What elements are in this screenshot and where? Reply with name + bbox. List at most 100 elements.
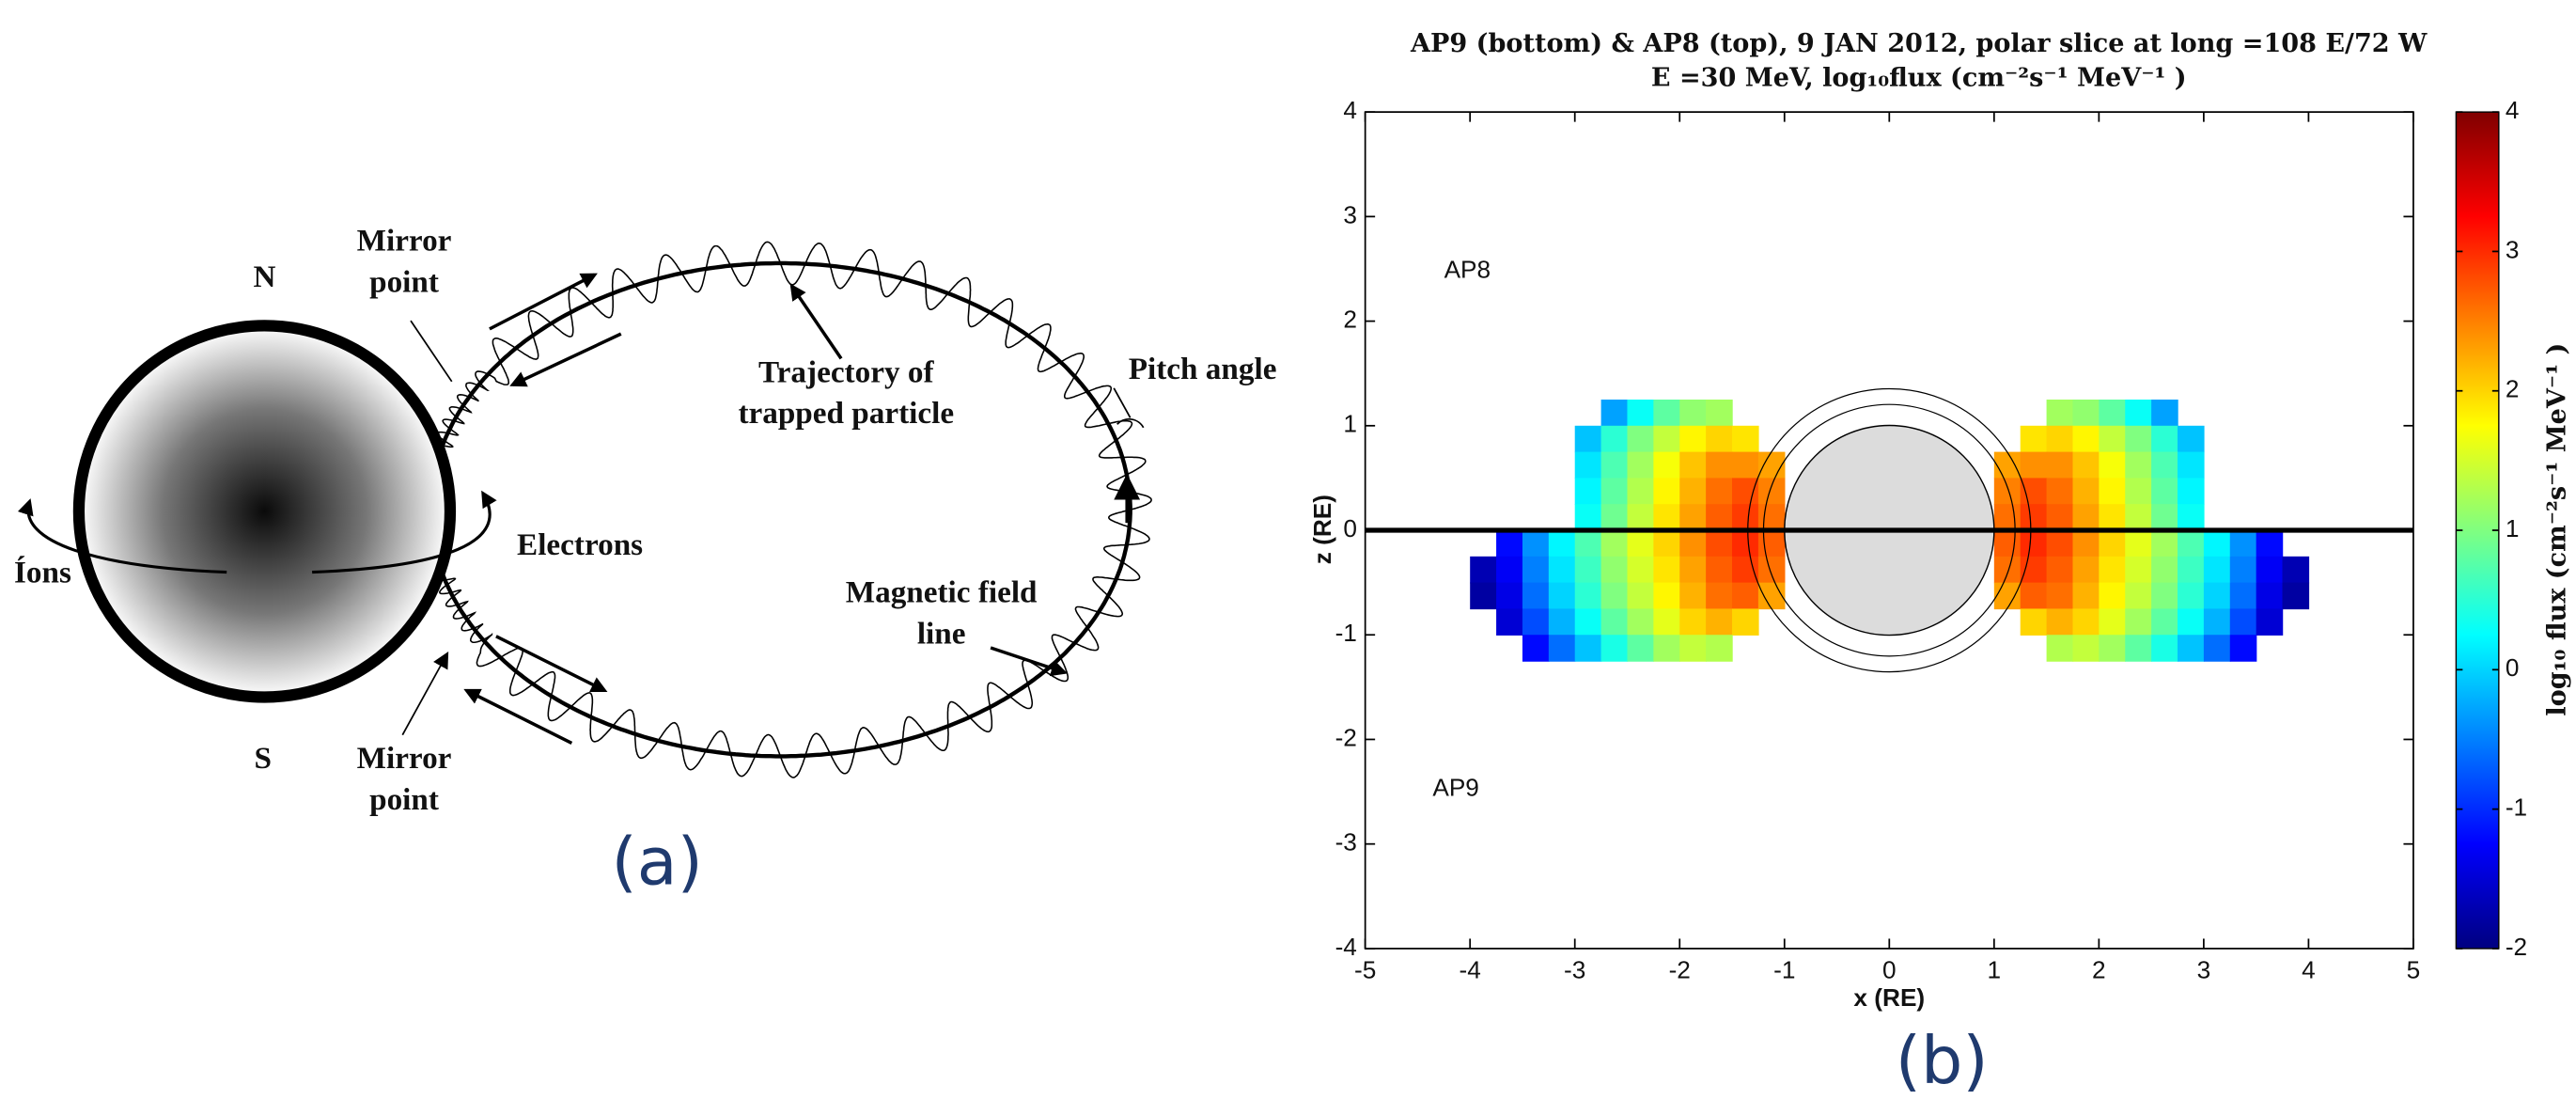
heatmap-cell: [2151, 451, 2178, 479]
colorbar-tick-label: 2: [2506, 375, 2520, 403]
colorbar-label: log₁₀ flux (cm⁻²s⁻¹ MeV⁻¹ ): [2542, 343, 2571, 716]
annotation: AP9: [1432, 773, 1479, 801]
x-tick-label: -2: [1669, 955, 1691, 983]
heatmap-cell: [2020, 556, 2048, 584]
heatmap-cell: [2178, 504, 2205, 531]
heatmap-cell: [1653, 399, 1680, 427]
colorbar-tick-label: 3: [2506, 235, 2520, 263]
heatmap-cell: [1706, 504, 1733, 531]
heatmap-cell: [1993, 478, 2022, 505]
heatmap-cell: [2151, 399, 2178, 427]
heatmap-cell: [1653, 425, 1680, 453]
panel-label: (b): [1896, 1023, 1989, 1099]
heatmap-cell: [1600, 425, 1629, 453]
motion-arrow: [463, 688, 573, 745]
chart-title: AP9 (bottom) & AP8 (top), 9 JAN 2012, po…: [1410, 29, 2428, 58]
heatmap-cell: [1757, 478, 1786, 505]
mirror-label: Mirror: [357, 741, 452, 776]
heatmap-cell: [1653, 451, 1680, 479]
heatmap-cell: [1993, 556, 2022, 584]
electron-drift-arrow: [312, 490, 497, 574]
heatmap-cell: [2229, 635, 2257, 662]
heatmap-cell: [1496, 582, 1523, 610]
heatmap-cell: [2125, 425, 2152, 453]
heatmap-cell: [1496, 608, 1523, 636]
heatmap-cell: [1993, 582, 2022, 610]
panel-a: N S Mirror point Mirror point Trajectory…: [14, 224, 1276, 901]
heatmap-cell: [2125, 556, 2152, 584]
x-tick-label: 4: [2302, 955, 2316, 983]
heatmap-cell: [1522, 530, 1550, 558]
y-tick-label: 0: [1343, 514, 1357, 542]
heatmap-cell: [1732, 608, 1759, 636]
heatmap-cell: [1993, 451, 2022, 479]
heatmap-cell: [1600, 399, 1629, 427]
heatmap-cell: [2151, 425, 2178, 453]
heatmap-cell: [2046, 399, 2074, 427]
heatmap-cell: [1627, 608, 1655, 636]
heatmap-cell: [2046, 635, 2074, 662]
heatmap-cell: [1548, 582, 1576, 610]
heatmap-cell: [1706, 425, 1733, 453]
colorbar-tick-label: -2: [2506, 933, 2527, 961]
heatmap-cell: [2282, 582, 2310, 610]
x-tick-label: 3: [2197, 955, 2211, 983]
ion-drift-arrow: [17, 498, 227, 574]
heatmap-cell: [1732, 504, 1759, 531]
heatmap-cell: [2256, 556, 2284, 584]
heatmap-cell: [2020, 582, 2048, 610]
pointer: [410, 320, 453, 383]
field-line-label: line: [917, 616, 966, 651]
heatmap-cell: [1679, 425, 1707, 453]
x-tick-label: 0: [1882, 955, 1897, 983]
trajectory-label: Trajectory of: [758, 354, 934, 389]
heatmap-cell: [1627, 504, 1655, 531]
heatmap-cell: [2229, 582, 2257, 610]
heatmap-cell: [1627, 425, 1655, 453]
heatmap-cell: [2203, 635, 2231, 662]
motion-arrow: [509, 332, 622, 387]
heatmap-cell: [1679, 582, 1707, 610]
motion-arrow: [495, 635, 608, 693]
heatmap-cell: [2020, 451, 2048, 479]
heatmap-cell: [1732, 556, 1759, 584]
heatmap-cell: [1470, 582, 1497, 610]
heatmap-cell: [1574, 582, 1602, 610]
y-tick-label: 1: [1343, 410, 1357, 438]
heatmap-cell: [1757, 556, 1786, 584]
heatmap-cell: [1627, 399, 1655, 427]
heatmap-cell: [2046, 556, 2074, 584]
heatmap-cell: [2178, 556, 2205, 584]
heatmap-cell: [1706, 582, 1733, 610]
heatmap-cell: [2099, 556, 2126, 584]
heatmap-cell: [2099, 478, 2126, 505]
heatmap-cell: [2229, 530, 2257, 558]
heatmap-cell: [2072, 582, 2100, 610]
heatmap-cell: [1470, 556, 1497, 584]
heatmap-cell: [1627, 530, 1655, 558]
colorbar-tick-label: 1: [2506, 514, 2520, 542]
heatmap-cell: [2046, 608, 2074, 636]
x-tick-label: -3: [1564, 955, 1585, 983]
heatmap-cell: [2020, 425, 2048, 453]
x-tick-label: -4: [1460, 955, 1481, 983]
heatmap-cell: [1679, 608, 1707, 636]
heatmap-cell: [2046, 425, 2074, 453]
heatmap-cell: [1679, 530, 1707, 558]
heatmap-cell: [2178, 635, 2205, 662]
heatmap-cell: [1522, 608, 1550, 636]
heatmap-cell: [2125, 635, 2152, 662]
heatmap-cell: [2099, 425, 2126, 453]
heatmap-cell: [1653, 556, 1680, 584]
heatmap-cell: [1574, 530, 1602, 558]
heatmap-cell: [1732, 425, 1759, 453]
heatmap-cell: [2020, 478, 2048, 505]
heatmap-cell: [1600, 504, 1629, 531]
heatmap-cell: [2072, 635, 2100, 662]
heatmap-cell: [1993, 530, 2022, 558]
heatmap-cell: [1627, 582, 1655, 610]
heatmap-cell: [1627, 635, 1655, 662]
heatmap-cell: [1627, 451, 1655, 479]
colorbar-tick-label: 0: [2506, 653, 2520, 682]
